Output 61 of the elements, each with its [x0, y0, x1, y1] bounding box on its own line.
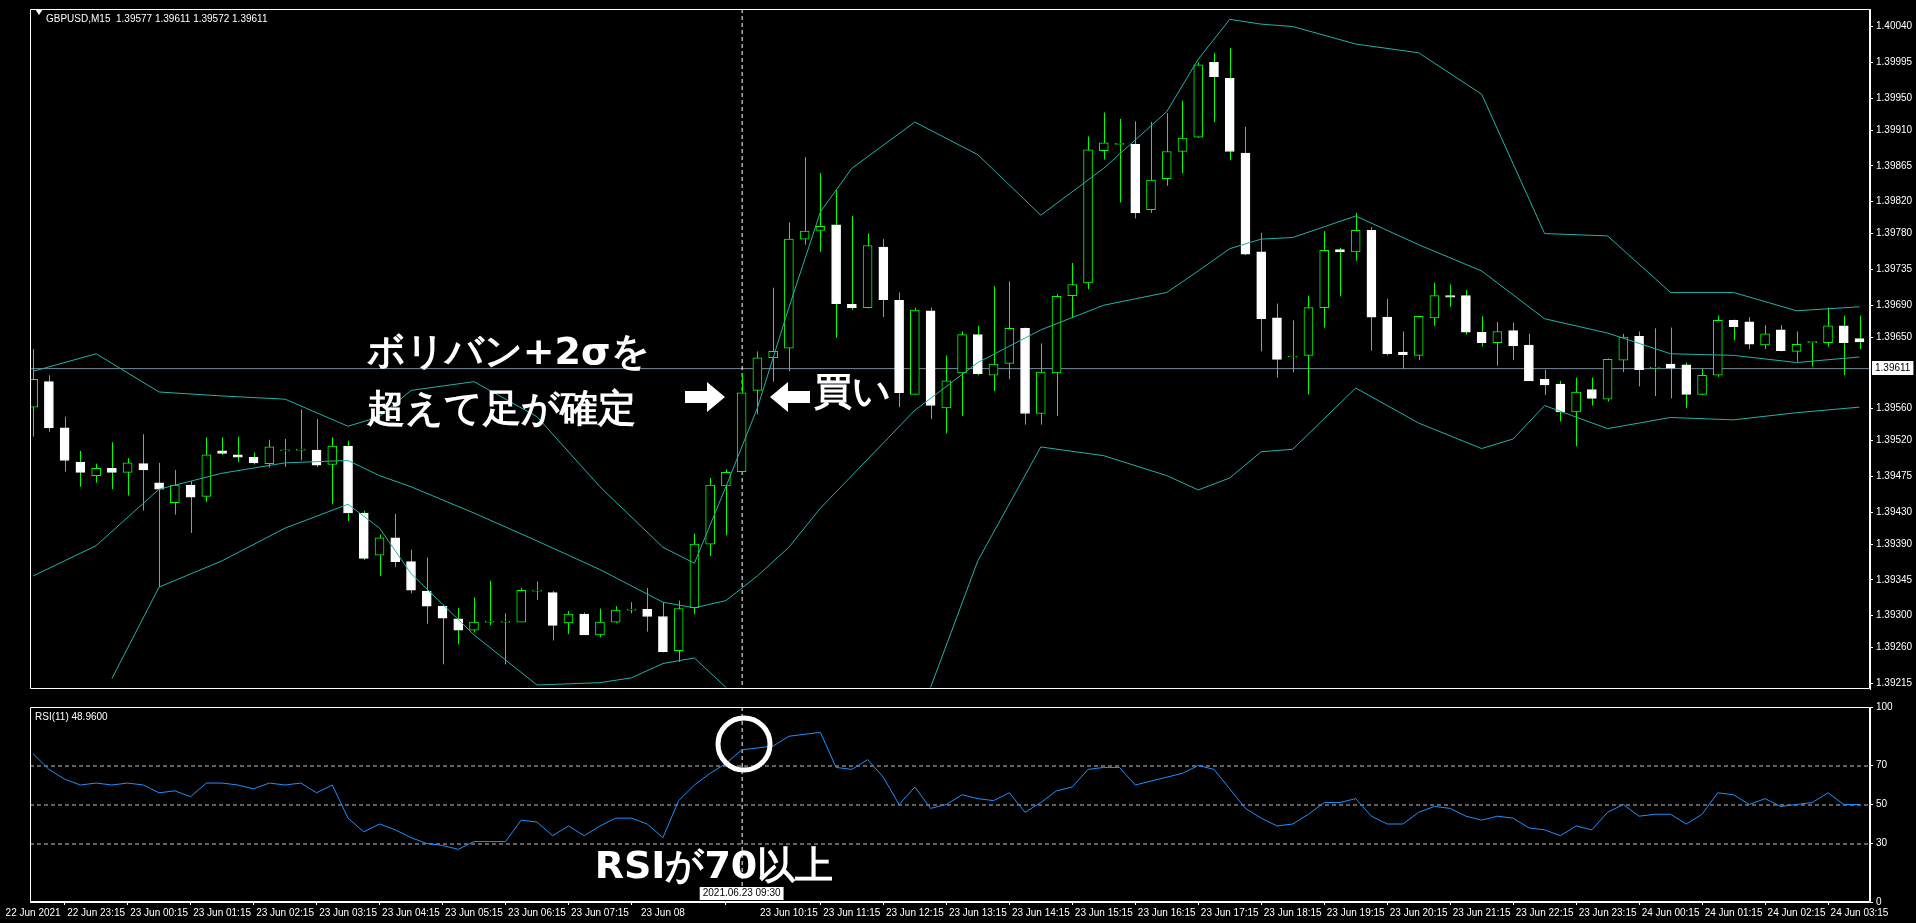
y-tick-label: 1.39215 [1876, 677, 1913, 689]
y-tick-label: 0 [1876, 895, 1882, 907]
annotation: RSIが70以上 [594, 842, 834, 887]
y-tick-label: 1.39910 [1876, 123, 1913, 135]
x-tick-label: 23 Jun 20:15 [1389, 906, 1449, 918]
y-tick-label: 1.39865 [1876, 159, 1913, 171]
y-tick-label: 30 [1876, 837, 1888, 849]
y-tick-label: 1.39780 [1876, 227, 1913, 239]
x-tick-label: 23 Jun 00:15 [130, 906, 189, 918]
x-tick-label: 23 Jun 22:15 [1515, 906, 1574, 918]
x-tick-label: 23 Jun 04:15 [382, 906, 441, 918]
ref-line-label: 2021.06.23 09:30 [702, 887, 782, 899]
y-tick-label: 1.39560 [1876, 402, 1913, 414]
x-tick-label: 23 Jun 11:15 [823, 906, 881, 918]
ref-line-label: 1.39611 [1875, 361, 1911, 373]
annotation: 超えて足が確定 [365, 385, 636, 430]
x-tick-label: 23 Jun 18:15 [1263, 906, 1323, 918]
x-tick-label: 24 Jun 00:15 [1641, 906, 1700, 918]
y-tick-label: 70 [1876, 759, 1888, 771]
y-tick-label: 1.39820 [1876, 195, 1913, 207]
x-tick-label: 23 Jun 23:15 [1578, 906, 1637, 918]
y-tick-label: 1.39650 [1876, 330, 1913, 342]
annotation: 買い [813, 368, 891, 413]
y-tick-label: 1.39995 [1876, 56, 1913, 68]
annotation: ボリバン+2σを [366, 328, 650, 373]
y-tick-label: 1.39690 [1876, 298, 1913, 310]
x-tick-label: 24 Jun 02:15 [1767, 906, 1826, 918]
y-tick-label: 100 [1876, 700, 1894, 712]
chart-title: GBPUSD,M15 1.39577 1.39611 1.39572 1.39611 [46, 12, 268, 24]
x-tick-label: 24 Jun 03:15 [1830, 906, 1889, 918]
y-tick-label: 50 [1876, 798, 1888, 810]
y-tick-label: 1.39390 [1876, 537, 1913, 549]
y-tick-label: 1.39950 [1876, 91, 1913, 103]
x-tick-label: 23 Jun 05:15 [445, 906, 504, 918]
x-tick-label: 23 Jun 13:15 [948, 906, 1008, 918]
x-tick-label: 23 Jun 14:15 [1011, 906, 1071, 918]
x-tick-label: 23 Jun 03:15 [319, 906, 378, 918]
y-tick-label: 1.39430 [1876, 505, 1913, 517]
y-tick-label: 1.39735 [1876, 263, 1913, 275]
x-tick-label: 23 Jun 01:15 [193, 906, 252, 918]
x-tick-label: 23 Jun 16:15 [1137, 906, 1197, 918]
x-tick-label: 23 Jun 12:15 [885, 906, 945, 918]
x-tick-label: 23 Jun 06:15 [508, 906, 567, 918]
x-tick-label: 23 Jun 15:15 [1074, 906, 1134, 918]
x-tick-label: 23 Jun 10:15 [759, 906, 819, 918]
x-tick-label: 23 Jun 21:15 [1452, 906, 1511, 918]
x-tick-label: 23 Jun 19:15 [1326, 906, 1386, 918]
y-tick-label: 1.39475 [1876, 470, 1913, 482]
x-tick-label: 22 Jun 2021 [5, 906, 62, 918]
y-tick-label: 1.39300 [1876, 609, 1913, 621]
y-tick-label: 1.40040 [1876, 20, 1913, 32]
x-tick-label: 24 Jun 01:15 [1704, 906, 1763, 918]
x-tick-label: 23 Jun 08 [640, 906, 686, 918]
y-tick-label: 1.39345 [1876, 573, 1913, 585]
y-tick-label: 1.39520 [1876, 434, 1913, 446]
chart-title: RSI(11) 48.9600 [35, 710, 109, 722]
x-tick-label: 22 Jun 23:15 [67, 906, 126, 918]
y-tick-label: 1.39260 [1876, 641, 1913, 653]
x-tick-label: 23 Jun 17:15 [1200, 906, 1260, 918]
x-tick-label: 23 Jun 02:15 [256, 906, 315, 918]
x-tick-label: 23 Jun 07:15 [571, 906, 630, 918]
